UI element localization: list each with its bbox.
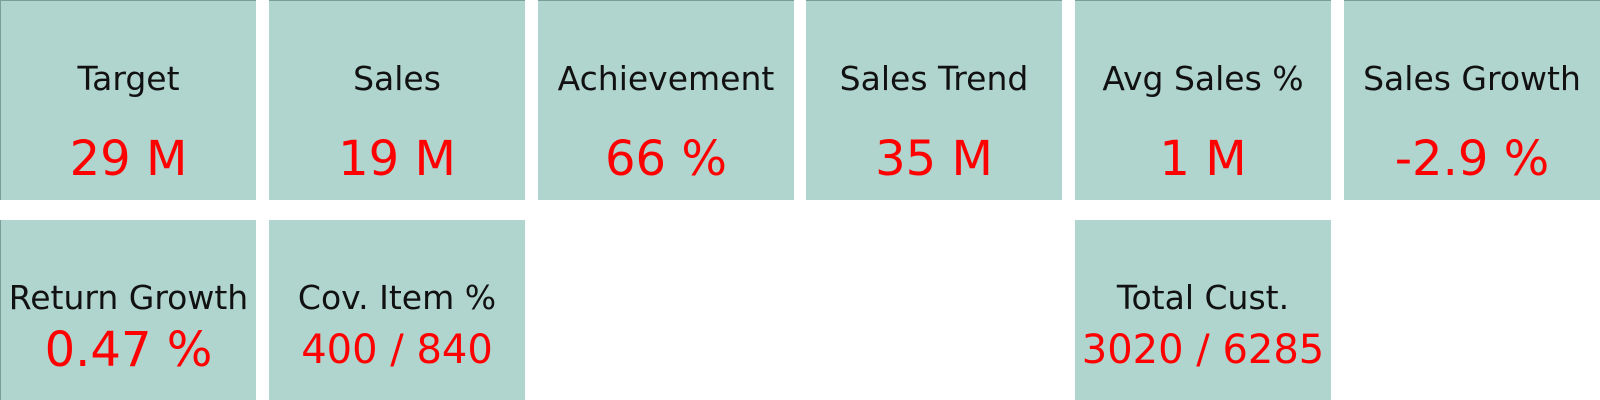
kpi-value: 19 M [338,131,456,187]
kpi-value: -2.9 % [1394,131,1550,187]
kpi-label: Target [77,59,180,98]
kpi-value: 29 M [69,131,188,187]
kpi-value: 400 / 840 [301,327,493,373]
kpi-label: Sales [353,59,441,98]
kpi-label: Sales Growth [1363,59,1581,98]
kpi-card-sales-growth[interactable]: Sales Growth -2.9 % [1344,0,1600,200]
kpi-card-sales[interactable]: Sales 19 M [269,0,525,200]
kpi-card-total-customers[interactable]: Total Cust. 3020 / 6285 [1075,220,1331,400]
kpi-value: 0.47 % [44,322,213,378]
kpi-card-target[interactable]: Target 29 M [0,0,256,200]
kpi-label: Total Cust. [1116,278,1290,317]
kpi-label: Return Growth [8,278,249,317]
kpi-label: Cov. Item % [297,278,497,317]
kpi-card-return-growth[interactable]: Return Growth 0.47 % [0,220,256,400]
kpi-label: Achievement [557,59,775,98]
kpi-value: 66 % [605,131,727,187]
kpi-card-coverage-item[interactable]: Cov. Item % 400 / 840 [269,220,525,400]
kpi-card-sales-trend[interactable]: Sales Trend 35 M [806,0,1062,200]
kpi-card-avg-sales[interactable]: Avg Sales % 1 M [1075,0,1331,200]
kpi-label: Sales Trend [839,59,1029,98]
kpi-card-achievement[interactable]: Achievement 66 % [538,0,794,200]
kpi-value: 1 M [1159,131,1247,187]
kpi-value: 3020 / 6285 [1081,327,1325,373]
kpi-value: 35 M [875,131,993,187]
kpi-label: Avg Sales % [1102,59,1304,98]
